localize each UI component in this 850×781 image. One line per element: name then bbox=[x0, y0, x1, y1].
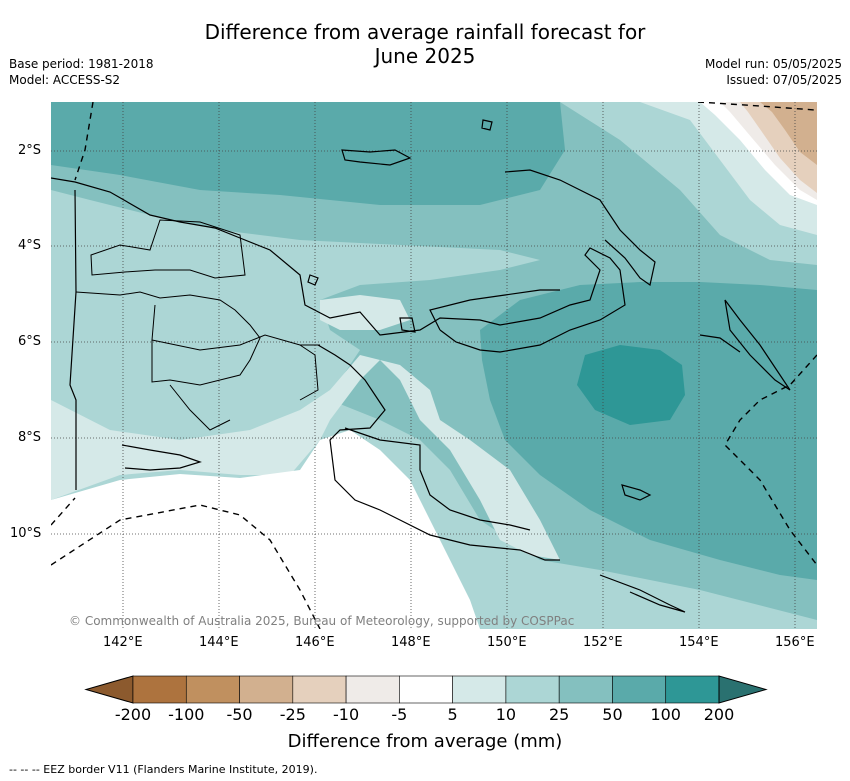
colorbar-segment bbox=[345, 675, 400, 704]
lon-label-150e: 150°E bbox=[487, 635, 527, 650]
contour-fill-50-100-east bbox=[480, 282, 817, 580]
colorbar-tick-label: 25 bbox=[548, 705, 570, 724]
coastlines bbox=[51, 119, 791, 613]
colorbar-tick-label: -50 bbox=[226, 705, 253, 724]
copyright-text: © Commonwealth of Australia 2025, Bureau… bbox=[69, 614, 575, 628]
map-title-line2: June 2025 bbox=[374, 44, 476, 68]
colorbar-extend-low bbox=[84, 675, 134, 704]
rainfall-anomaly-map bbox=[51, 102, 817, 629]
contour-fill-50-100-north bbox=[51, 102, 565, 205]
lon-label-142e: 142°E bbox=[103, 635, 143, 650]
contour-fill-neutral-south bbox=[51, 430, 480, 629]
lat-label-4s: 4°S bbox=[18, 238, 42, 253]
colorbar-title: Difference from average (mm) bbox=[287, 731, 563, 752]
colorbar-tick-label: -5 bbox=[391, 705, 408, 724]
contour-fill-100-200-core bbox=[577, 345, 685, 425]
model-run-text: Model run: 05/05/2025 bbox=[704, 57, 842, 71]
lat-label-10s: 10°S bbox=[10, 526, 42, 541]
colorbar-tick-label: 200 bbox=[703, 705, 735, 724]
lon-label-152e: 152°E bbox=[583, 635, 623, 650]
colorbar-tick-label: 50 bbox=[602, 705, 623, 724]
lon-label-148e: 148°E bbox=[391, 635, 431, 650]
colorbar-extend-high bbox=[718, 675, 768, 704]
colorbar-tick-label: 5 bbox=[447, 705, 458, 724]
contour-fill-5-10-southwest bbox=[51, 355, 380, 500]
lon-label-146e: 146°E bbox=[295, 635, 335, 650]
lat-label-8s: 8°S bbox=[18, 430, 42, 445]
colorbar bbox=[84, 675, 768, 704]
colorbar-tick-label: -25 bbox=[279, 705, 306, 724]
contour-fill-10-25-west bbox=[51, 190, 540, 470]
colorbar-segment bbox=[185, 675, 240, 704]
base-period-text: Base period: 1981-2018 bbox=[9, 57, 154, 71]
lat-label-2s: 2°S bbox=[18, 143, 42, 158]
colorbar-tick-label: -200 bbox=[114, 705, 152, 724]
contour-fill-5-10-southeast bbox=[380, 360, 560, 560]
eez-legend: -- -- -- EEZ border V11 (Flanders Marine… bbox=[9, 763, 318, 776]
model-text: Model: ACCESS-S2 bbox=[9, 73, 121, 87]
colorbar-segment bbox=[292, 675, 347, 704]
province-borders bbox=[75, 219, 320, 431]
colorbar-tick-label: -100 bbox=[168, 705, 205, 724]
colorbar-segment bbox=[505, 675, 560, 704]
map-title-line1: Difference from average rainfall forecas… bbox=[204, 20, 646, 44]
colorbar-segment bbox=[399, 675, 453, 704]
contour-fill-5-10-central bbox=[320, 295, 410, 330]
issued-text: Issued: 07/05/2025 bbox=[726, 73, 842, 87]
lat-label-6s: 6°S bbox=[18, 334, 42, 349]
eez-borders bbox=[51, 102, 817, 629]
colorbar-segment bbox=[558, 675, 613, 704]
colorbar-tick-label: 100 bbox=[650, 705, 681, 724]
graticule bbox=[51, 102, 817, 629]
lon-label-144e: 144°E bbox=[199, 635, 239, 650]
colorbar-segment bbox=[665, 675, 720, 704]
contour-fill-dry-strong bbox=[760, 102, 817, 165]
lon-label-154e: 154°E bbox=[679, 635, 719, 650]
colorbar-segment bbox=[612, 675, 667, 704]
colorbar-segment bbox=[132, 675, 187, 704]
colorbar-segment bbox=[239, 675, 294, 704]
lon-label-156e: 156°E bbox=[775, 635, 815, 650]
colorbar-segment bbox=[452, 675, 507, 704]
colorbar-tick-label: -10 bbox=[333, 705, 360, 724]
colorbar-tick-label: 10 bbox=[495, 705, 517, 724]
